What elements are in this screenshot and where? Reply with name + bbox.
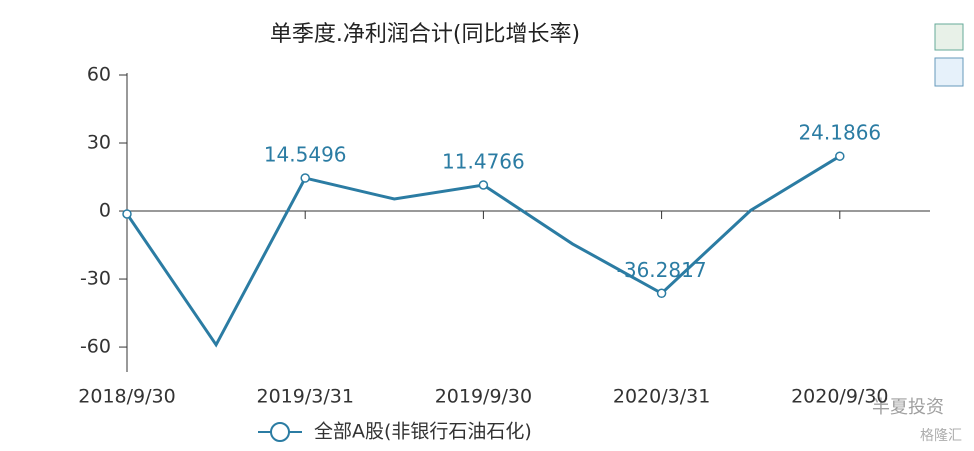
y-tick-label: 60 <box>87 64 111 86</box>
x-tick-label: 2019/3/31 <box>256 386 353 408</box>
x-tick-label: 2020/9/30 <box>791 386 888 408</box>
point <box>478 180 489 190</box>
x-tick-label: 2020/3/31 <box>613 386 710 408</box>
point <box>656 288 667 299</box>
data-label: -36.2817 <box>617 258 707 282</box>
data-label: 24.1866 <box>798 121 881 145</box>
y-tick-label: 0 <box>99 200 111 222</box>
x-tick-label: 2019/9/30 <box>435 386 532 408</box>
excel-icon[interactable] <box>934 23 964 51</box>
y-tick-label: -60 <box>80 336 111 358</box>
data-label: 14.5496 <box>264 143 347 167</box>
point <box>300 173 310 183</box>
point <box>122 209 132 219</box>
y-tick-label: 30 <box>87 132 111 154</box>
watermark: 格隆汇 <box>920 428 962 444</box>
point <box>835 151 845 161</box>
legend-label: 全部A股(非银行石油石化) <box>314 421 532 443</box>
y-tick-label: -30 <box>80 268 111 290</box>
watermark: 半夏投资 <box>872 397 944 418</box>
data-label: 11.4766 <box>442 150 525 174</box>
chart-title: 单季度.净利润合计(同比增长率) <box>270 22 580 47</box>
x-tick-label: 2018/9/30 <box>78 386 175 408</box>
export-icons[interactable] <box>934 23 964 87</box>
legend-marker <box>270 422 290 442</box>
image-icon[interactable] <box>934 57 964 87</box>
